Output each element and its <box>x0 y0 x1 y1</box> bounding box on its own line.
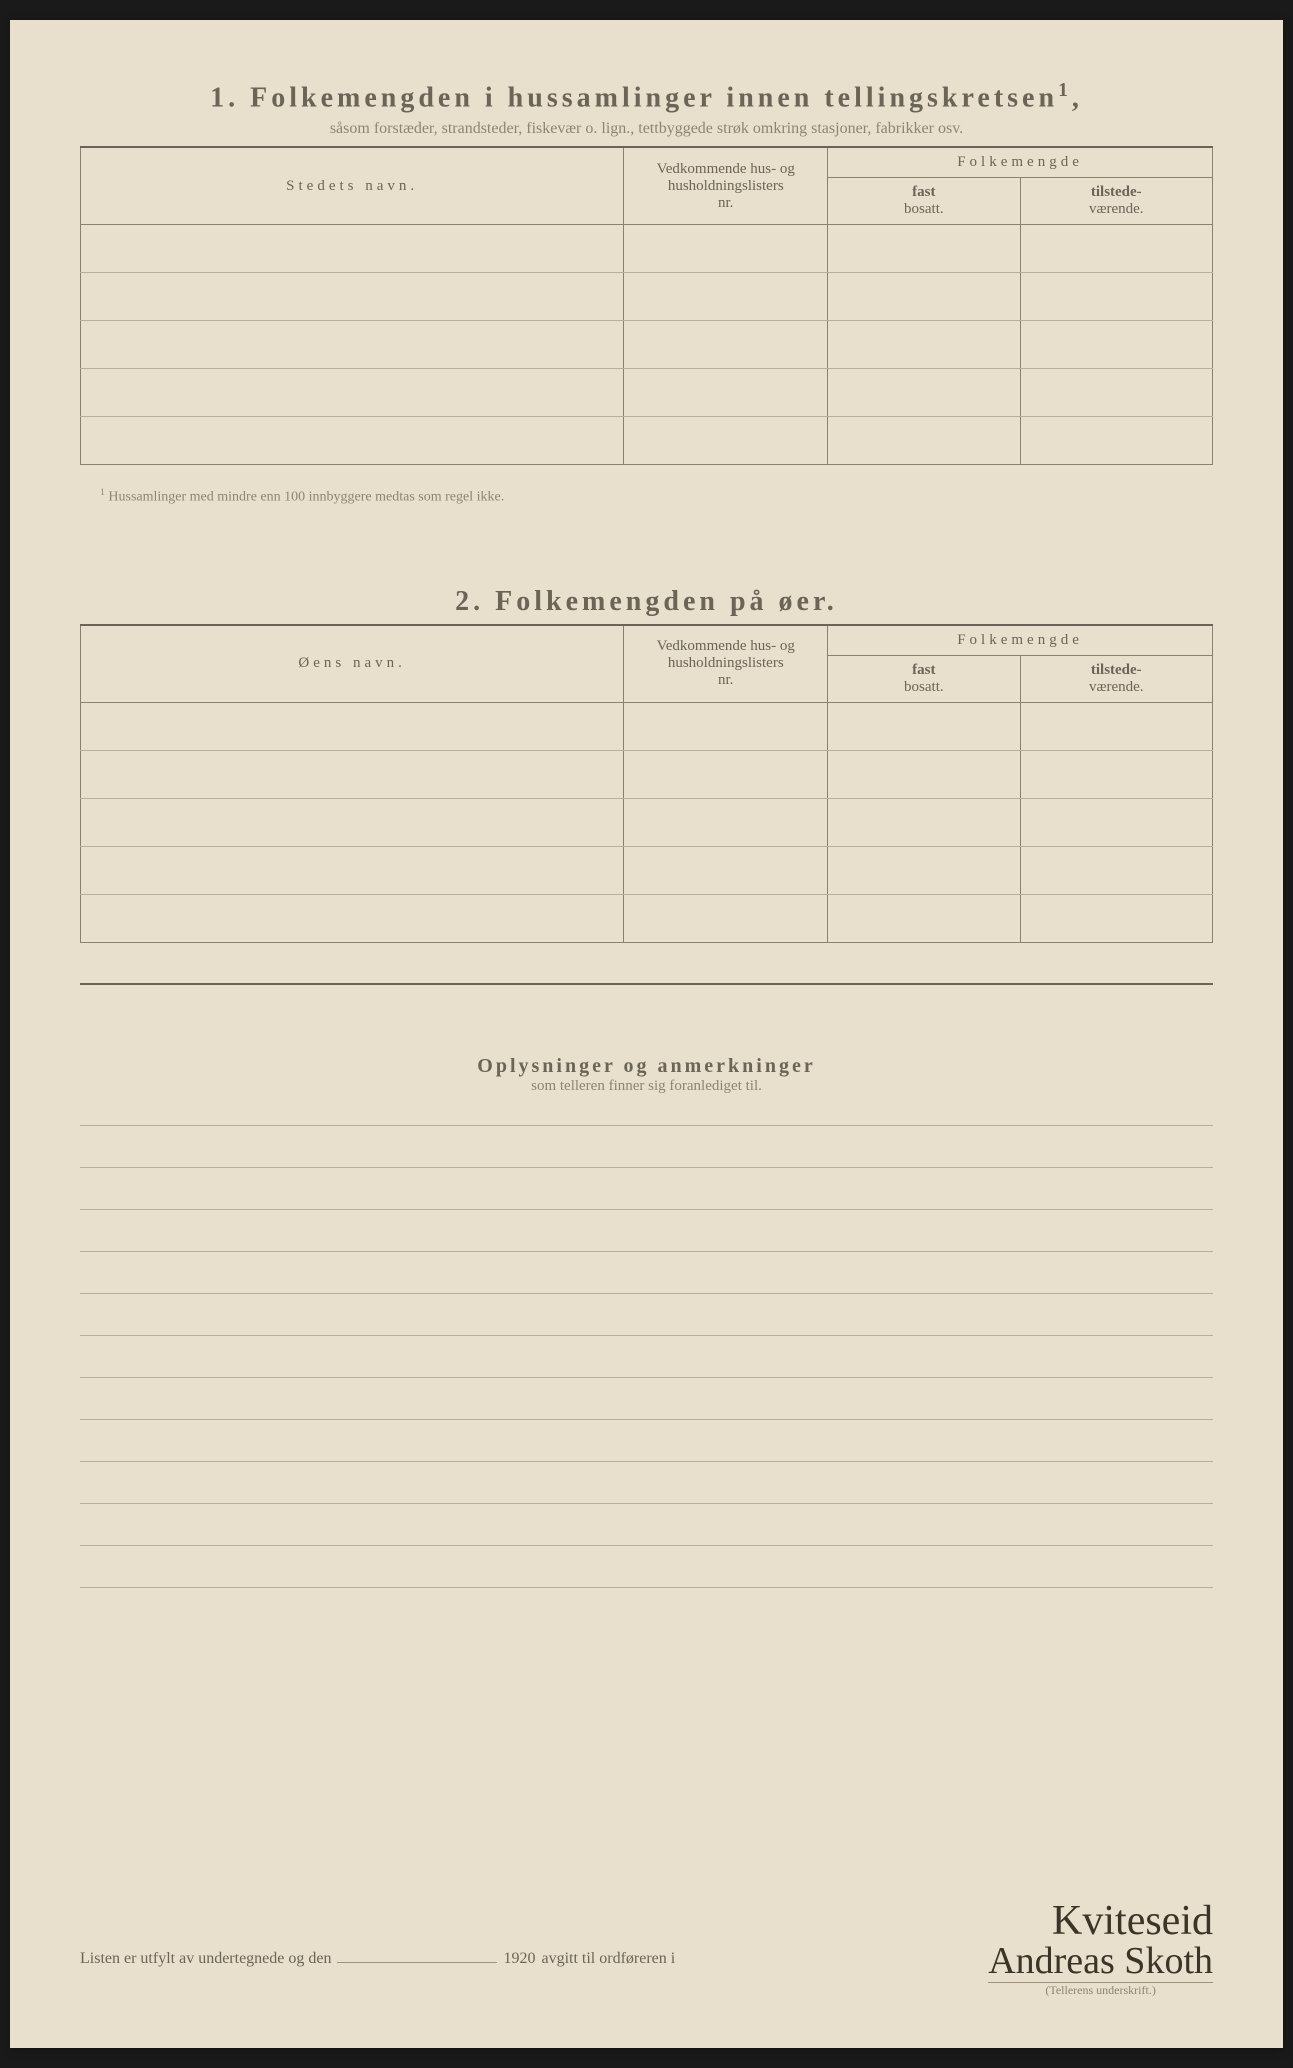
col-stedets-navn: Stedets navn. <box>81 147 624 225</box>
section-1-table: Stedets navn. Vedkommende hus- og hushol… <box>80 146 1213 465</box>
oplysninger-title: Oplysninger og anmerkninger <box>80 1055 1213 1078</box>
col-folkemengde-2: Folkemengde <box>828 625 1213 656</box>
section-3: Oplysninger og anmerkninger som telleren… <box>80 1055 1213 1588</box>
signature-name: Andreas Skoth <box>988 1942 1213 1983</box>
col-tilstede: tilstede- værende. <box>1020 178 1212 225</box>
table-cell <box>81 417 624 465</box>
table-cell <box>828 369 1020 417</box>
table-cell <box>624 369 828 417</box>
table-cell <box>828 798 1020 846</box>
table-cell <box>828 846 1020 894</box>
ruled-line <box>80 1168 1213 1210</box>
table-cell <box>624 894 828 942</box>
table-cell <box>624 798 828 846</box>
section-1: 1. Folkemengden i hussamlinger innen tel… <box>80 80 1213 506</box>
section-2-title: 2. Folkemengden på øer. <box>80 586 1213 618</box>
table-cell <box>828 894 1020 942</box>
oplysninger-subtitle: som telleren finner sig foranlediget til… <box>80 1078 1213 1095</box>
section-1-footnote: 1 Hussamlinger med mindre enn 100 innbyg… <box>80 487 1213 506</box>
footer-mid: avgitt til ordføreren i <box>541 1950 675 1968</box>
footer-area: Listen er utfylt av undertegnede og den … <box>80 1947 1213 1968</box>
col-fast: fast bosatt. <box>828 178 1020 225</box>
col-oens-navn: Øens navn. <box>81 625 624 703</box>
ruled-line <box>80 1336 1213 1378</box>
ruled-line <box>80 1210 1213 1252</box>
ruled-line <box>80 1504 1213 1546</box>
table-cell <box>624 417 828 465</box>
table-row <box>81 225 1213 273</box>
table-row <box>81 798 1213 846</box>
section-1-title-text: Folkemengden i hussamlinger innen tellin… <box>250 82 1058 113</box>
table-row <box>81 417 1213 465</box>
signature-place: Kviteseid <box>988 1900 1213 1942</box>
table-cell <box>81 702 624 750</box>
table-cell <box>1020 798 1212 846</box>
table-cell <box>81 369 624 417</box>
table-cell <box>624 750 828 798</box>
table-cell <box>624 702 828 750</box>
ruled-line <box>80 1546 1213 1588</box>
table-cell <box>1020 750 1212 798</box>
table-cell <box>81 273 624 321</box>
table-row <box>81 702 1213 750</box>
table-cell <box>828 417 1020 465</box>
table-cell <box>1020 702 1212 750</box>
table-cell <box>81 225 624 273</box>
section-2-title-text: Folkemengden på øer. <box>495 586 838 617</box>
ruled-lines <box>80 1125 1213 1588</box>
col-tilstede-2: tilstede- værende. <box>1020 655 1212 702</box>
ruled-line <box>80 1126 1213 1168</box>
table-cell <box>828 321 1020 369</box>
footer-blank-1 <box>337 1947 497 1963</box>
table-cell <box>828 702 1020 750</box>
section-2-number: 2. <box>455 586 484 617</box>
ruled-line <box>80 1420 1213 1462</box>
section-1-subtitle: såsom forstæder, strandsteder, fiskevær … <box>80 120 1213 138</box>
table-cell <box>828 273 1020 321</box>
ruled-line <box>80 1462 1213 1504</box>
table-row <box>81 846 1213 894</box>
section-1-title: 1. Folkemengden i hussamlinger innen tel… <box>80 80 1213 114</box>
section-1-sup: 1 <box>1058 80 1072 101</box>
table-cell <box>81 894 624 942</box>
section-2: 2. Folkemengden på øer. Øens navn. Vedko… <box>80 586 1213 985</box>
table-cell <box>828 750 1020 798</box>
section-2-bottom-rule <box>80 983 1213 985</box>
table-cell <box>1020 417 1212 465</box>
table-cell <box>828 225 1020 273</box>
signature-label: (Tellerens underskrift.) <box>988 1983 1213 1998</box>
table-row <box>81 750 1213 798</box>
table-cell <box>81 321 624 369</box>
table-cell <box>624 846 828 894</box>
signature-block: Kviteseid Andreas Skoth (Tellerens under… <box>988 1900 1213 1998</box>
table-cell <box>1020 321 1212 369</box>
table-cell <box>1020 273 1212 321</box>
table-row <box>81 273 1213 321</box>
col-fast-2: fast bosatt. <box>828 655 1020 702</box>
table-cell <box>1020 225 1212 273</box>
col-lister-nr: Vedkommende hus- og husholdningslisters … <box>624 147 828 225</box>
table-cell <box>1020 846 1212 894</box>
section-2-table: Øens navn. Vedkommende hus- og husholdni… <box>80 624 1213 943</box>
table-cell <box>81 798 624 846</box>
section-1-number: 1. <box>210 82 239 113</box>
ruled-line <box>80 1252 1213 1294</box>
ruled-line <box>80 1378 1213 1420</box>
ruled-line <box>80 1294 1213 1336</box>
table-row <box>81 369 1213 417</box>
table-row <box>81 321 1213 369</box>
footer-year: 1920 <box>503 1950 535 1968</box>
col-folkemengde: Folkemengde <box>828 147 1213 178</box>
table-cell <box>81 750 624 798</box>
table-cell <box>81 846 624 894</box>
table-cell <box>624 225 828 273</box>
table-cell <box>624 321 828 369</box>
table-cell <box>1020 894 1212 942</box>
table-row <box>81 894 1213 942</box>
table-cell <box>1020 369 1212 417</box>
document-page: 1. Folkemengden i hussamlinger innen tel… <box>10 20 1283 2048</box>
col-lister-nr-2: Vedkommende hus- og husholdningslisters … <box>624 625 828 703</box>
footer-prefix: Listen er utfylt av undertegnede og den <box>80 1950 331 1968</box>
table-cell <box>624 273 828 321</box>
